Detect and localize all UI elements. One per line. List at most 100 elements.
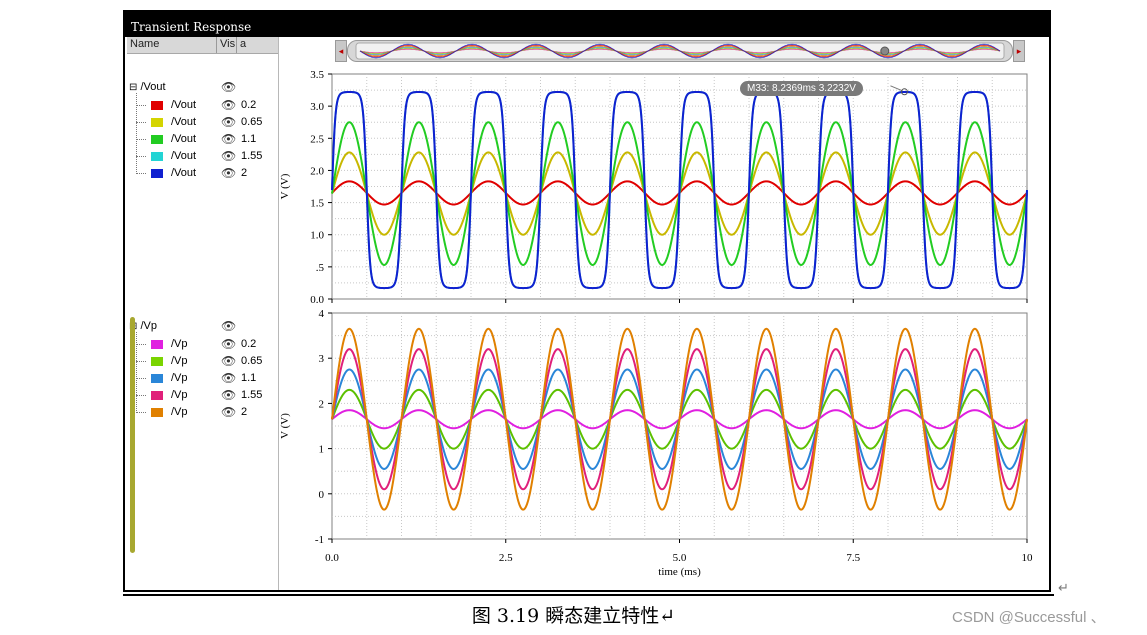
visibility-eye-icon[interactable]: 👁: [221, 354, 237, 368]
signal-row[interactable]: /Vout 👁 1.55: [127, 149, 277, 165]
group-selection-bar[interactable]: [130, 317, 135, 553]
color-swatch[interactable]: [151, 135, 163, 144]
y-tick-label: 3.5: [310, 69, 324, 81]
y-tick-label: 1.0: [310, 230, 324, 242]
visibility-eye-icon[interactable]: 👁: [221, 337, 237, 351]
x-tick-label: 7.5: [846, 552, 860, 564]
scroll-left-button[interactable]: ◂: [335, 40, 347, 62]
y-tick-label: .5: [316, 262, 325, 274]
y-tick-label: 3: [319, 353, 325, 365]
y-tick-label: 1.5: [310, 198, 324, 210]
color-swatch[interactable]: [151, 374, 163, 383]
y-tick-label: 4: [319, 308, 325, 320]
x-tick-label: 0.0: [325, 552, 339, 564]
signal-row[interactable]: /Vout 👁 2: [127, 166, 277, 182]
signal-row[interactable]: /Vp 👁 0.2: [127, 337, 277, 353]
visibility-eye-icon[interactable]: 👁: [221, 80, 237, 94]
color-swatch[interactable]: [151, 408, 163, 417]
overview-marker: [880, 46, 890, 56]
visibility-eye-icon[interactable]: 👁: [221, 115, 237, 129]
x-axis-label: time (ms): [658, 566, 701, 578]
y-tick-label: -1: [315, 534, 324, 546]
visibility-eye-icon[interactable]: 👁: [221, 405, 237, 419]
sweep-value: 1.1: [241, 372, 257, 384]
signal-name: /Vp: [171, 389, 188, 401]
color-swatch[interactable]: [151, 101, 163, 110]
signal-name: /Vout: [171, 167, 197, 179]
color-swatch[interactable]: [151, 357, 163, 366]
plot-1: 0.0 .5 1.0 1.5 2.0 2.5 3.0 3.5 V (V): [279, 69, 1028, 306]
visibility-eye-icon[interactable]: 👁: [221, 149, 237, 163]
signal-name: /Vp: [171, 355, 188, 367]
x-tick-label: 2.5: [499, 552, 513, 564]
sweep-value: 0.65: [241, 116, 263, 128]
marker-m33: [900, 88, 908, 96]
signal-legend-panel: Name Vis a ⊟ /Vout 👁 /Vout 👁 0.2/Vout 👁 0.65/V…: [127, 37, 279, 590]
sweep-value: 2: [241, 167, 248, 179]
color-swatch[interactable]: [151, 169, 163, 178]
series-line-5: [331, 327, 1028, 511]
y-tick-label: 2.5: [310, 133, 324, 145]
group-label: /Vp: [140, 320, 157, 332]
signal-name: /Vp: [171, 372, 188, 384]
signal-row[interactable]: /Vp 👁 1.55: [127, 388, 277, 404]
visibility-column-header[interactable]: Vis: [220, 38, 236, 50]
y-tick-label: 0.0: [310, 294, 324, 306]
scroll-right-button[interactable]: ▸: [1013, 40, 1025, 62]
series-line-5: [331, 91, 1028, 290]
signal-group[interactable]: ⊟ /Vout: [129, 81, 166, 93]
signal-row[interactable]: /Vout 👁 0.2: [127, 98, 277, 114]
watermark: CSDN @Successful 、: [952, 609, 1106, 626]
color-swatch[interactable]: [151, 391, 163, 400]
sweep-value: 0.2: [241, 338, 257, 350]
visibility-eye-icon[interactable]: 👁: [221, 388, 237, 402]
visibility-eye-icon[interactable]: 👁: [221, 371, 237, 385]
y-tick-label: 2.0: [310, 165, 324, 177]
waveform-window: Transient Response Name Vis a ⊟ /Vout 👁/V…: [123, 10, 1051, 592]
color-swatch[interactable]: [151, 152, 163, 161]
visibility-eye-icon[interactable]: 👁: [221, 166, 237, 180]
a-column-header[interactable]: a: [240, 38, 247, 50]
overview-series: [359, 43, 1001, 59]
sweep-value: 1.1: [241, 133, 257, 145]
return-mark: ↵: [1058, 580, 1069, 595]
name-column-header[interactable]: Name: [130, 38, 160, 50]
window-title: Transient Response: [125, 10, 1049, 37]
y-tick-label: 3.0: [310, 101, 324, 113]
collapse-icon[interactable]: ⊟: [129, 82, 138, 93]
sweep-value: 1.55: [241, 389, 263, 401]
signal-row[interactable]: /Vout 👁 0.65: [127, 115, 277, 131]
sweep-value: 2: [241, 406, 248, 418]
y-axis-label: V (V): [279, 173, 291, 199]
sweep-value: 0.2: [241, 99, 257, 111]
y-tick-label: 0: [319, 489, 325, 501]
color-swatch[interactable]: [151, 340, 163, 349]
plot-2: -1 0 1 2 3 4 0.0 2.5 5.0 7.5 10 V (V) time (ms): [279, 308, 1033, 578]
x-tick-label: 10: [1022, 552, 1034, 564]
sweep-value: 1.55: [241, 150, 263, 162]
visibility-eye-icon[interactable]: 👁: [221, 98, 237, 112]
signal-name: /Vp: [171, 406, 188, 418]
time-overview-scrollbar[interactable]: [347, 40, 1013, 62]
signal-row[interactable]: /Vp 👁 0.65: [127, 354, 277, 370]
visibility-eye-icon[interactable]: 👁: [221, 132, 237, 146]
overview-waveform: [355, 42, 1005, 60]
figure-caption: 图 3.19 瞬态建立特性↵: [471, 605, 676, 627]
visibility-eye-icon[interactable]: 👁: [221, 319, 237, 333]
signal-name: /Vout: [171, 133, 197, 145]
group-label: /Vout: [140, 81, 166, 93]
sweep-value: 0.65: [241, 355, 263, 367]
marker-leader: [890, 85, 903, 92]
color-swatch[interactable]: [151, 118, 163, 127]
signal-name: /Vout: [171, 99, 197, 111]
marker-m33-label[interactable]: M33: 8.2369ms 3.2232V: [740, 81, 863, 96]
signal-name: /Vout: [171, 116, 197, 128]
signal-row[interactable]: /Vp 👁 1.1: [127, 371, 277, 387]
signal-name: /Vout: [171, 150, 197, 162]
signal-row[interactable]: /Vp 👁 2: [127, 405, 277, 421]
y-axis-label: V (V): [279, 413, 291, 439]
x-tick-label: 5.0: [673, 552, 687, 564]
signal-row[interactable]: /Vout 👁 1.1: [127, 132, 277, 148]
signal-name: /Vp: [171, 338, 188, 350]
waveform-plots: 0.0 .5 1.0 1.5 2.0 2.5 3.0 3.5 V (V) -1 0 1 2 3 4 0.0 2.…: [279, 69, 1033, 578]
